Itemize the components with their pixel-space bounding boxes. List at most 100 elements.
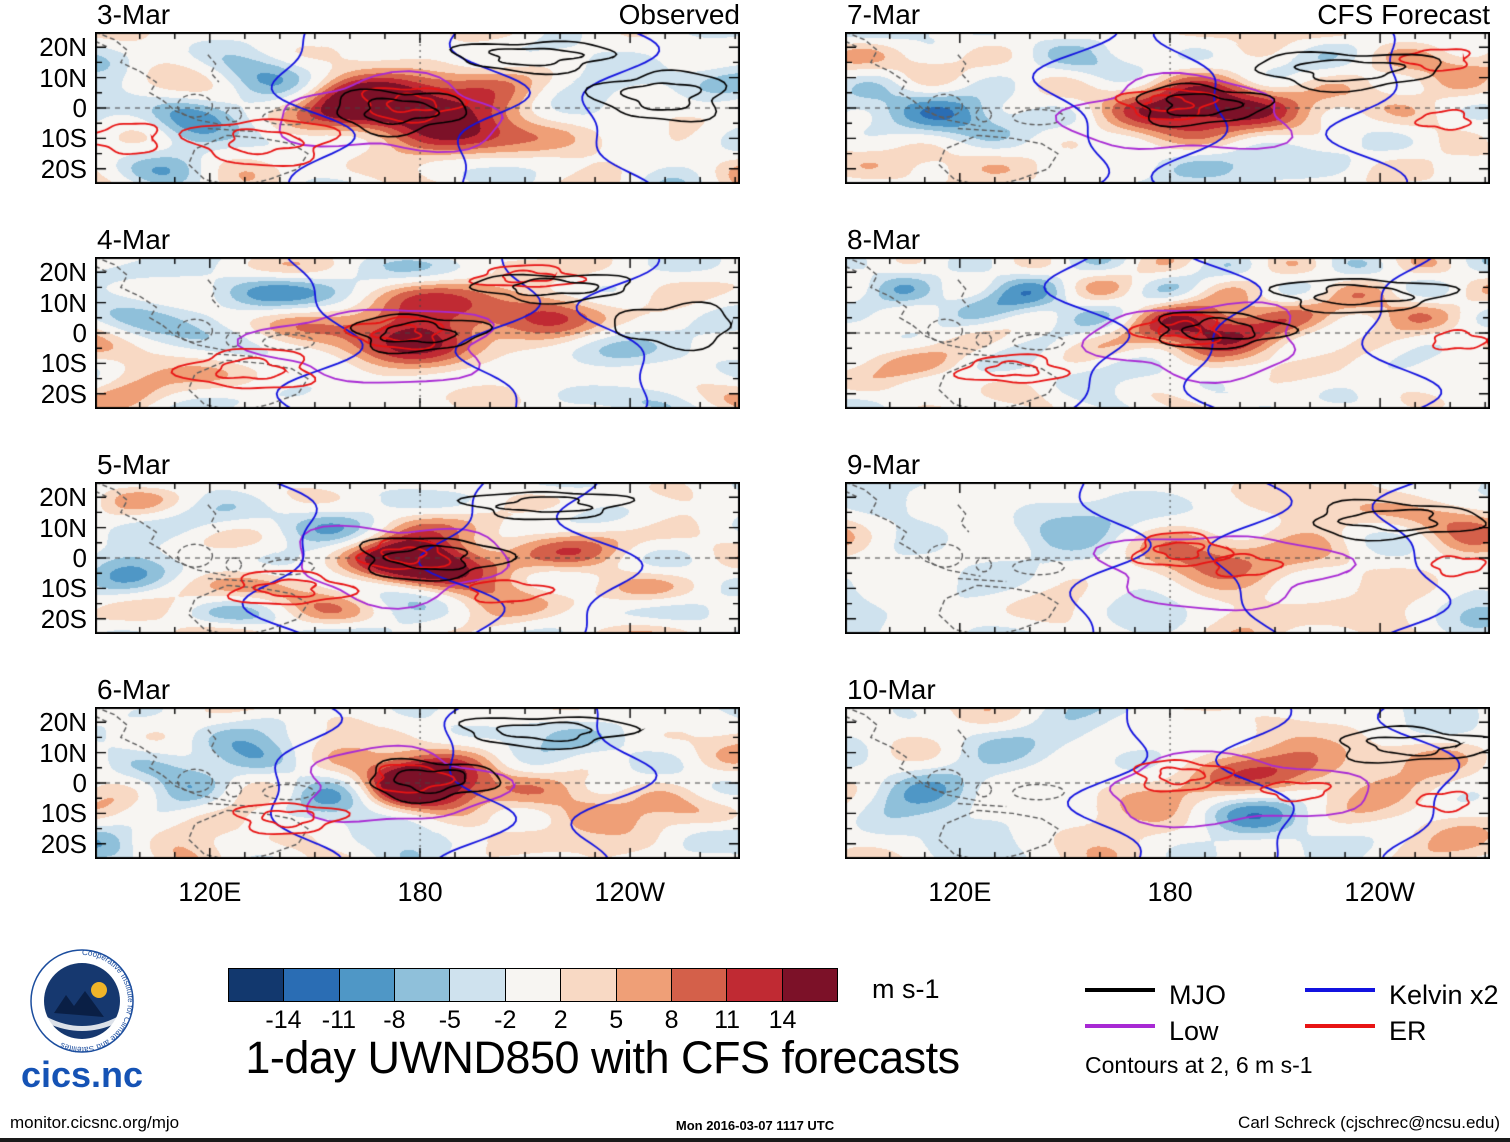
y-tick-label: 10N: [39, 512, 87, 543]
panel-date-label: 10-Mar: [847, 674, 936, 705]
map-canvas: [845, 32, 1490, 184]
colorbar-tick-label: 2: [553, 1006, 568, 1034]
panel-date-label: 7-Mar: [847, 0, 921, 30]
y-axis-labels: 20N 10N 0 10S 20S: [5, 32, 87, 184]
y-tick-label: 20N: [39, 707, 87, 738]
map-canvas: [95, 482, 740, 634]
logo-sun-icon: [91, 982, 107, 998]
y-tick-label: 20N: [39, 482, 87, 513]
y-tick-label: 20N: [39, 32, 87, 63]
colorbar-segment: [339, 969, 396, 1001]
y-tick-label: 0: [72, 93, 87, 123]
map-panel-3mar: 3-Mar Observed 20N 10N 0 10S 20S: [39, 0, 740, 184]
x-tick-label: 120W: [594, 877, 665, 907]
legend-label: Kelvin x2: [1389, 980, 1499, 1010]
panel-date-label: 4-Mar: [97, 224, 171, 255]
colorbar-tick-label: 5: [609, 1006, 624, 1034]
y-axis-labels: 20N 10N 0 10S 20S: [5, 257, 87, 409]
column-header-observed: Observed: [618, 0, 740, 30]
y-axis-labels: 20N 10N 0 10S 20S: [5, 707, 87, 859]
legend-label: MJO: [1169, 980, 1226, 1010]
y-tick-label: 10N: [39, 737, 87, 768]
y-axis-labels: 20N 10N 0 10S 20S: [5, 482, 87, 634]
x-axis-labels: 120E 180 120W: [95, 877, 740, 909]
logo-wave-icon: [47, 1017, 117, 1031]
map-panel-5mar: 5-Mar 20N 10N 0 10S 20S: [39, 450, 740, 634]
colorbar-segment: [727, 969, 783, 1001]
legend-item-low: Low: [1085, 1016, 1219, 1048]
footer-credit: Carl Schreck (cjschrec@ncsu.edu): [1238, 1113, 1500, 1132]
map-panel-10mar: 10-Mar 120E 180 120W: [845, 675, 1490, 907]
x-tick-label: 120E: [178, 877, 242, 907]
panel-date-label: 8-Mar: [847, 224, 921, 255]
x-axis-labels: 120E 180 120W: [845, 877, 1490, 909]
logo-mountains-icon: [54, 991, 104, 1017]
panel-date-label: 6-Mar: [97, 674, 171, 705]
panel-date-label: 5-Mar: [97, 449, 171, 480]
colorbar-tick-label: 8: [664, 1006, 679, 1034]
colorbar-tick-labels: -14 -11 -8 -5 -2 2 5 8 11 14: [228, 1006, 838, 1036]
y-tick-label: 10N: [39, 287, 87, 318]
colorbar-tick-label: -11: [321, 1006, 357, 1034]
low-line-swatch-icon: [1085, 1023, 1155, 1028]
y-tick-label: 20S: [40, 603, 87, 634]
map-canvas: [845, 257, 1490, 409]
colorbar-segment: [561, 969, 617, 1001]
footer-site: monitor.cicsnc.org/mjo: [10, 1113, 180, 1132]
colorbar-tick-label: -5: [438, 1006, 461, 1034]
colorbar-segment: [782, 969, 837, 1001]
y-tick-label: 10S: [40, 123, 87, 154]
x-tick-label: 180: [1147, 877, 1193, 907]
map-panel-7mar: 7-Mar CFS Forecast: [845, 0, 1490, 184]
map-panel-8mar: 8-Mar: [845, 225, 1490, 409]
y-tick-label: 20S: [40, 378, 87, 409]
y-tick-label: 20N: [39, 257, 87, 288]
y-tick-label: 0: [72, 768, 87, 798]
er-line-swatch-icon: [1305, 1023, 1375, 1028]
colorbar-segment: [229, 969, 285, 1001]
colorbar-tick-label: 11: [714, 1006, 741, 1034]
x-tick-label: 180: [397, 877, 443, 907]
map-canvas: [95, 707, 740, 859]
contours-note: Contours at 2, 6 m s-1: [1085, 1052, 1313, 1078]
legend-label: ER: [1389, 1016, 1427, 1046]
panel-date-label: 3-Mar: [97, 0, 171, 30]
map-panel-9mar: 9-Mar: [845, 450, 1490, 634]
map-canvas: [95, 257, 740, 409]
bottom-bar: [0, 1138, 1510, 1142]
colorbar-tick-label: -8: [383, 1006, 406, 1034]
colorbar-segment: [671, 969, 728, 1001]
y-tick-label: 10N: [39, 62, 87, 93]
legend-item-kelvin: Kelvin x2: [1305, 980, 1499, 1012]
map-canvas: [845, 707, 1490, 859]
y-tick-label: 0: [72, 318, 87, 348]
map-canvas: [95, 32, 740, 184]
x-tick-label: 120E: [928, 877, 992, 907]
colorbar-segment: [505, 969, 562, 1001]
units-label: m s-1: [872, 974, 940, 1004]
colorbar-segment: [450, 969, 506, 1001]
column-header-cfs-forecast: CFS Forecast: [1317, 0, 1490, 30]
colorbar-tick-label: 14: [768, 1006, 797, 1034]
y-tick-label: 20S: [40, 828, 87, 859]
map-panel-6mar: 6-Mar 20N 10N 0 10S 20S 120E 180 120W: [39, 675, 740, 907]
y-tick-label: 20S: [40, 153, 87, 184]
map-panel-4mar: 4-Mar 20N 10N 0 10S 20S: [39, 225, 740, 409]
colorbar-tick-label: -14: [265, 1006, 302, 1034]
y-tick-label: 10S: [40, 348, 87, 379]
y-tick-label: 10S: [40, 573, 87, 604]
cics-logo: Cooperative Institute for Climate and Sa…: [21, 948, 143, 1095]
colorbar-tick-label: -2: [494, 1006, 517, 1034]
map-canvas: [845, 482, 1490, 634]
legend-label: Low: [1169, 1016, 1219, 1046]
colorbar-segment: [616, 969, 672, 1001]
y-tick-label: 0: [72, 543, 87, 573]
legend-item-mjo: MJO: [1085, 980, 1226, 1012]
colorbar: [228, 968, 838, 1002]
logo-wordmark: cics.nc: [21, 1054, 143, 1095]
x-tick-label: 120W: [1344, 877, 1415, 907]
mjo-line-swatch-icon: [1085, 987, 1155, 992]
footer-timestamp: Mon 2016-03-07 1117 UTC: [675, 1118, 835, 1133]
y-tick-label: 10S: [40, 798, 87, 829]
